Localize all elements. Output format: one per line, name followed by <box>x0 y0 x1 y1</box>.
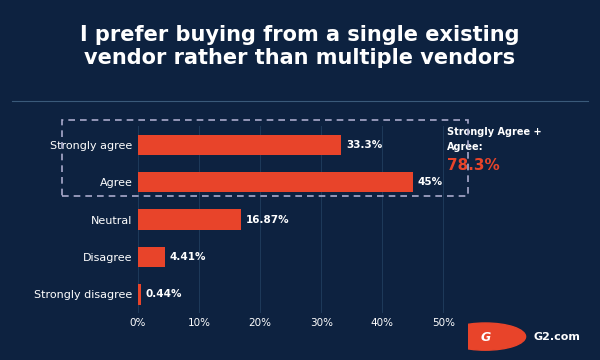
Text: 0.44%: 0.44% <box>146 289 182 300</box>
Text: G: G <box>480 331 490 344</box>
Bar <box>138 209 241 230</box>
Text: 45%: 45% <box>418 177 443 187</box>
Text: G2.com: G2.com <box>533 332 580 342</box>
Text: Strongly Agree +: Strongly Agree + <box>446 127 541 137</box>
Bar <box>138 135 341 155</box>
Bar <box>138 247 165 267</box>
Text: I prefer buying from a single existing
vendor rather than multiple vendors: I prefer buying from a single existing v… <box>80 25 520 68</box>
Text: 33.3%: 33.3% <box>346 140 383 150</box>
Text: 16.87%: 16.87% <box>246 215 290 225</box>
Bar <box>138 284 140 305</box>
Text: 78.3%: 78.3% <box>446 158 499 173</box>
Bar <box>138 172 413 193</box>
Circle shape <box>445 323 526 350</box>
Text: Agree:: Agree: <box>446 142 483 152</box>
Text: 4.41%: 4.41% <box>170 252 206 262</box>
